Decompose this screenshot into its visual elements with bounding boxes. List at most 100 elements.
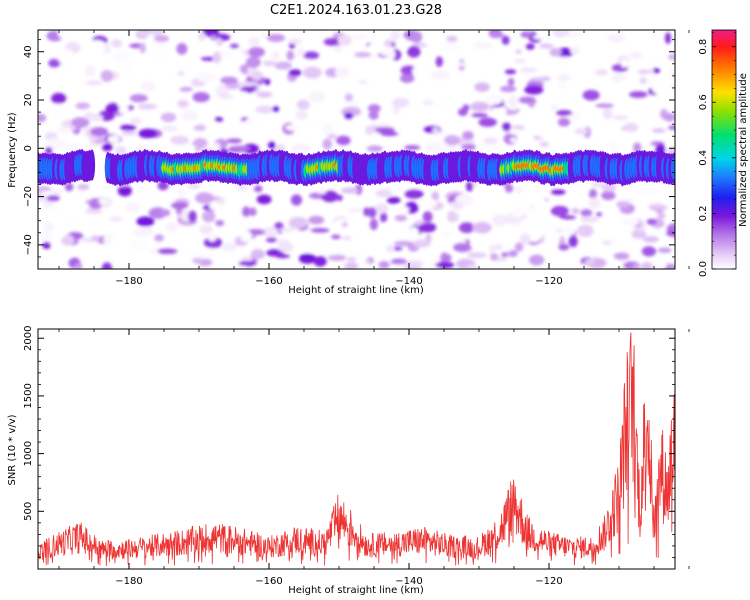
noise-blob	[241, 256, 254, 262]
noise-blob	[192, 138, 208, 148]
noise-blob	[181, 110, 198, 122]
noise-blob	[422, 211, 433, 223]
noise-blob	[583, 109, 601, 117]
noise-blob	[327, 133, 338, 140]
noise-blob	[219, 45, 232, 52]
noise-blob	[176, 42, 188, 55]
noise-blob	[288, 217, 309, 229]
noise-blob	[668, 53, 675, 61]
noise-blob	[344, 262, 359, 269]
noise-blob	[237, 81, 257, 87]
noise-blob	[432, 99, 449, 109]
noise-blob	[529, 254, 545, 266]
noise-blob	[596, 212, 603, 217]
noise-blob	[77, 183, 90, 191]
noise-blob	[569, 100, 586, 108]
noise-blob	[410, 31, 423, 43]
noise-blob	[670, 138, 675, 146]
noise-blob	[411, 66, 430, 77]
noise-blob	[484, 94, 503, 106]
noise-blob	[288, 38, 302, 45]
colorbar-tick-label: 0.8	[698, 39, 709, 55]
noise-blob	[327, 254, 347, 261]
noise-blob	[336, 135, 351, 146]
noise-blob	[515, 49, 522, 54]
noise-blob	[531, 125, 540, 137]
spectrogram-band	[38, 149, 675, 187]
noise-blob	[86, 144, 97, 149]
noise-blob	[91, 235, 100, 242]
noise-blob	[42, 241, 51, 250]
noise-blob	[602, 107, 613, 120]
noise-blob	[187, 210, 197, 223]
noise-blob	[196, 72, 217, 83]
noise-blob	[85, 80, 103, 85]
noise-blob	[154, 54, 165, 62]
noise-blob	[302, 51, 320, 60]
noise-blob	[367, 42, 384, 54]
noise-blob	[341, 221, 348, 228]
noise-blob	[202, 210, 216, 223]
noise-blob	[213, 142, 221, 150]
noise-blob	[242, 190, 250, 200]
noise-blob	[168, 91, 176, 97]
noise-blob	[558, 243, 570, 251]
x-tick-label: −180	[115, 276, 142, 287]
noise-blob	[502, 122, 512, 132]
noise-blob	[192, 92, 210, 103]
noise-blob	[160, 112, 177, 123]
noise-blob	[215, 105, 232, 113]
noise-blob	[648, 204, 668, 211]
noise-blob	[310, 228, 330, 233]
noise-blob	[116, 101, 129, 114]
noise-blob	[639, 77, 647, 85]
noise-blob	[177, 99, 189, 108]
noise-blob	[187, 184, 201, 189]
noise-blob	[317, 188, 327, 195]
band-segment	[670, 157, 675, 180]
noise-blob	[631, 229, 647, 239]
noise-blob	[550, 104, 559, 111]
spectrogram-panel: −180 −160 −140 −120 −40 −20 0 20 40 Height of st…	[7, 29, 690, 296]
noise-blob	[370, 132, 381, 138]
noise-blob	[368, 110, 379, 120]
x-tick-label: −160	[255, 576, 282, 587]
noise-blob	[256, 194, 272, 205]
noise-blob	[340, 187, 360, 194]
noise-blob	[344, 93, 354, 102]
noise-blob	[519, 233, 531, 245]
colorbar-tick-label: 0.6	[698, 94, 709, 110]
y-tick-label: 40	[23, 45, 34, 58]
noise-blob	[507, 77, 515, 86]
noise-blob	[620, 59, 629, 68]
noise-blob	[559, 215, 577, 220]
noise-blob	[351, 35, 370, 40]
noise-blob	[113, 52, 127, 64]
noise-blob	[538, 43, 554, 49]
noise-blob	[537, 130, 545, 138]
noise-blob	[316, 116, 324, 127]
noise-blob	[226, 138, 243, 144]
noise-blob	[390, 30, 401, 41]
noise-blob	[107, 135, 121, 143]
noise-blob	[91, 220, 102, 231]
noise-blob	[51, 92, 67, 104]
x-tick-label: −160	[255, 276, 282, 287]
noise-blob	[510, 207, 527, 218]
noise-blob	[211, 33, 231, 42]
noise-blob	[48, 58, 61, 68]
noise-blob	[214, 87, 231, 94]
noise-blob	[549, 47, 562, 57]
noise-blob	[157, 248, 178, 255]
noise-blob	[423, 104, 438, 112]
noise-blob	[583, 259, 596, 265]
noise-blob	[226, 49, 246, 58]
noise-blob	[663, 113, 675, 122]
noise-blob	[267, 141, 276, 150]
noise-blob	[528, 206, 548, 218]
noise-blob	[588, 197, 601, 210]
noise-blob	[619, 239, 627, 247]
noise-blob	[382, 222, 390, 233]
noise-blob	[206, 245, 217, 258]
